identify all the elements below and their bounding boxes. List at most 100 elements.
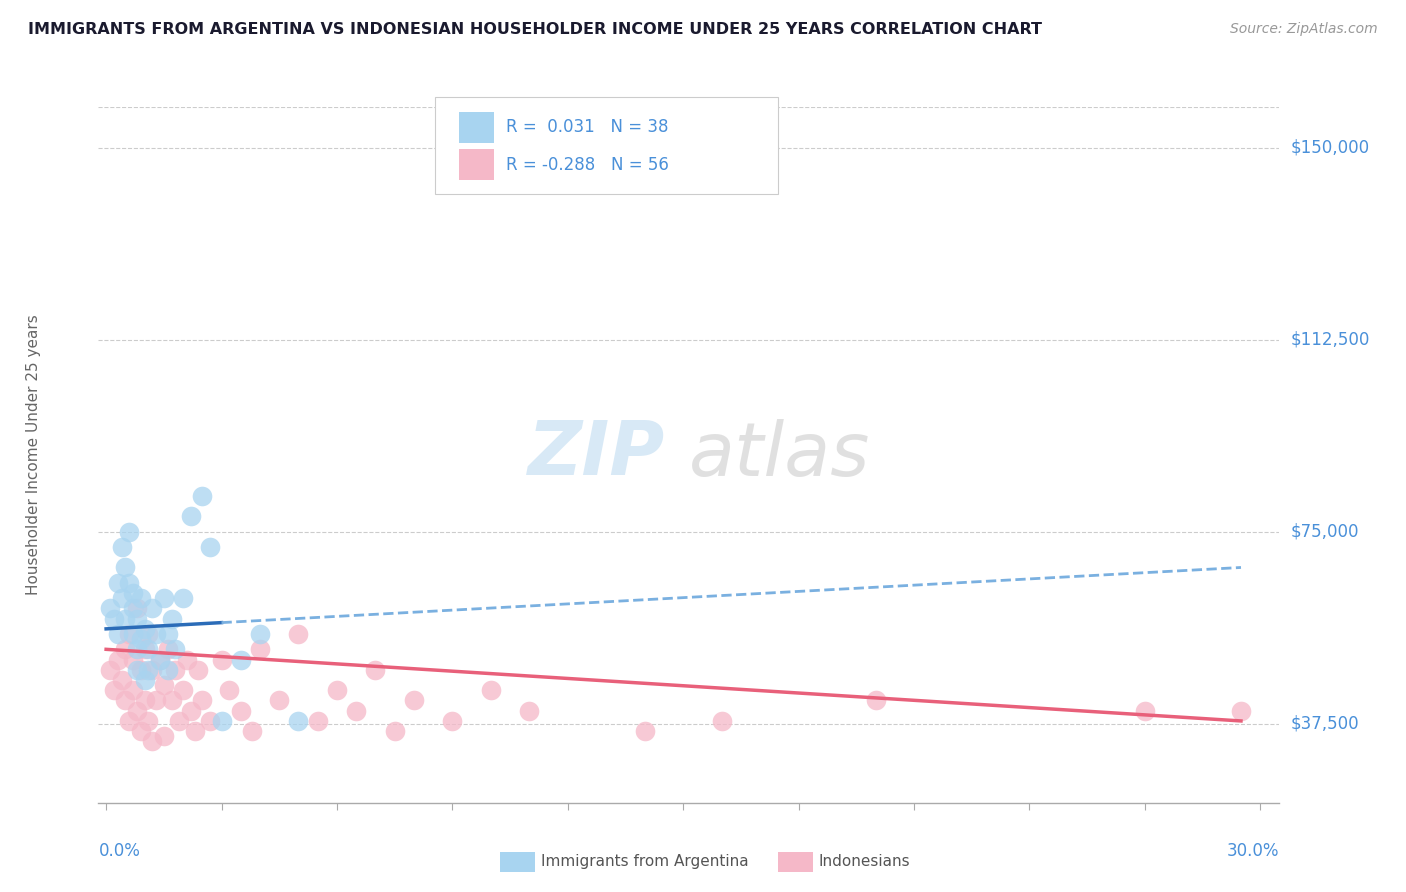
- Text: atlas: atlas: [689, 419, 870, 491]
- Point: [249, 642, 271, 657]
- Point: [122, 601, 145, 615]
- Point: [160, 693, 183, 707]
- Point: [269, 693, 291, 707]
- Text: IMMIGRANTS FROM ARGENTINA VS INDONESIAN HOUSEHOLDER INCOME UNDER 25 YEARS CORREL: IMMIGRANTS FROM ARGENTINA VS INDONESIAN …: [28, 22, 1042, 37]
- Point: [165, 663, 187, 677]
- Point: [865, 693, 887, 707]
- Point: [103, 683, 125, 698]
- FancyBboxPatch shape: [458, 112, 494, 144]
- Point: [125, 663, 148, 677]
- Point: [129, 663, 152, 677]
- Point: [479, 683, 502, 698]
- Point: [122, 586, 145, 600]
- Text: Source: ZipAtlas.com: Source: ZipAtlas.com: [1230, 22, 1378, 37]
- Text: R =  0.031   N = 38: R = 0.031 N = 38: [506, 118, 668, 136]
- Point: [114, 642, 136, 657]
- Point: [114, 612, 136, 626]
- Point: [122, 652, 145, 666]
- Point: [145, 693, 167, 707]
- Point: [326, 683, 349, 698]
- Point: [517, 704, 540, 718]
- Point: [122, 683, 145, 698]
- Point: [138, 663, 160, 677]
- Text: 30.0%: 30.0%: [1227, 842, 1279, 860]
- Point: [107, 627, 129, 641]
- Point: [153, 591, 176, 606]
- Point: [153, 729, 176, 743]
- Point: [129, 591, 152, 606]
- Point: [125, 704, 148, 718]
- Point: [229, 652, 252, 666]
- Text: Indonesians: Indonesians: [818, 854, 911, 869]
- Point: [134, 642, 156, 657]
- Point: [114, 560, 136, 574]
- Point: [107, 652, 129, 666]
- Point: [240, 724, 263, 739]
- Point: [183, 724, 205, 739]
- Point: [103, 612, 125, 626]
- Point: [110, 673, 132, 687]
- Point: [172, 591, 194, 606]
- Text: $37,500: $37,500: [1291, 714, 1360, 732]
- Point: [153, 678, 176, 692]
- Text: Householder Income Under 25 years: Householder Income Under 25 years: [25, 315, 41, 595]
- Point: [218, 683, 240, 698]
- Point: [138, 642, 160, 657]
- Point: [180, 509, 202, 524]
- FancyBboxPatch shape: [458, 149, 494, 180]
- Point: [129, 632, 152, 646]
- Text: ZIP: ZIP: [529, 418, 665, 491]
- Point: [118, 575, 141, 590]
- Point: [141, 663, 163, 677]
- Point: [141, 601, 163, 615]
- FancyBboxPatch shape: [434, 96, 778, 194]
- Point: [191, 489, 214, 503]
- Point: [125, 642, 148, 657]
- Point: [307, 714, 329, 728]
- Point: [110, 540, 132, 554]
- Point: [149, 652, 172, 666]
- Point: [167, 714, 190, 728]
- Point: [172, 683, 194, 698]
- Point: [160, 612, 183, 626]
- Point: [125, 601, 148, 615]
- Text: Immigrants from Argentina: Immigrants from Argentina: [541, 854, 749, 869]
- Point: [134, 622, 156, 636]
- Point: [110, 591, 132, 606]
- Point: [402, 693, 425, 707]
- Point: [441, 714, 464, 728]
- Point: [180, 704, 202, 718]
- Text: $75,000: $75,000: [1291, 523, 1360, 541]
- FancyBboxPatch shape: [501, 852, 536, 872]
- Text: R = -0.288   N = 56: R = -0.288 N = 56: [506, 156, 669, 174]
- Point: [249, 627, 271, 641]
- Point: [1230, 704, 1253, 718]
- Point: [176, 652, 198, 666]
- Point: [122, 627, 145, 641]
- Point: [634, 724, 657, 739]
- Point: [107, 575, 129, 590]
- Point: [198, 540, 221, 554]
- Point: [187, 663, 209, 677]
- Point: [118, 627, 141, 641]
- Point: [1133, 704, 1156, 718]
- Text: 0.0%: 0.0%: [98, 842, 141, 860]
- Point: [118, 714, 141, 728]
- Point: [165, 642, 187, 657]
- Point: [141, 734, 163, 748]
- Point: [710, 714, 733, 728]
- Point: [149, 652, 172, 666]
- Point: [211, 652, 233, 666]
- Point: [156, 642, 179, 657]
- Point: [156, 627, 179, 641]
- Point: [98, 601, 121, 615]
- Point: [229, 704, 252, 718]
- Point: [129, 724, 152, 739]
- Point: [125, 612, 148, 626]
- Point: [384, 724, 406, 739]
- Point: [364, 663, 387, 677]
- Point: [344, 704, 367, 718]
- Text: $112,500: $112,500: [1291, 331, 1369, 349]
- Point: [98, 663, 121, 677]
- Point: [134, 673, 156, 687]
